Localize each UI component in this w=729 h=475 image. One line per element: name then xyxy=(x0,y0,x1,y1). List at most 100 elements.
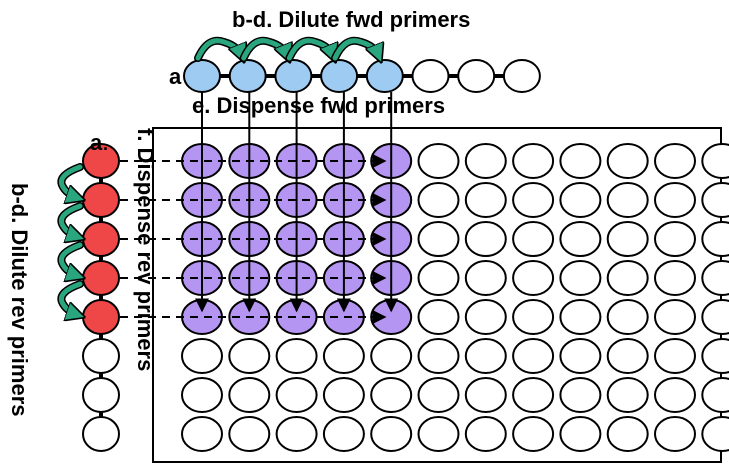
rev-dilution-arrow xyxy=(58,281,80,315)
well-empty xyxy=(559,299,602,335)
well-empty xyxy=(701,143,729,179)
well-empty xyxy=(654,182,696,218)
well-empty xyxy=(654,143,696,179)
rev-tube-strip xyxy=(82,143,120,452)
well-empty xyxy=(606,338,649,374)
well-empty xyxy=(606,377,649,413)
well-empty xyxy=(322,338,365,374)
well-empty xyxy=(370,377,413,413)
rev-dilution-arrow xyxy=(58,164,80,198)
well-empty xyxy=(606,299,649,335)
well-empty xyxy=(464,338,507,374)
rev-tube-filled xyxy=(82,260,120,296)
rev-tube-empty xyxy=(82,377,120,413)
well-empty xyxy=(417,377,460,413)
well-empty xyxy=(512,143,555,179)
rev-tube-empty xyxy=(82,416,120,452)
well-empty xyxy=(606,143,649,179)
well-empty xyxy=(654,221,696,257)
well-empty xyxy=(464,377,507,413)
well-empty xyxy=(322,416,365,452)
rev-tube-empty xyxy=(82,338,120,374)
rev-tube-filled xyxy=(82,143,120,179)
well-empty xyxy=(417,416,460,452)
well-empty xyxy=(417,143,460,179)
well-empty xyxy=(701,338,729,374)
well-empty xyxy=(370,338,413,374)
well-empty xyxy=(512,260,555,296)
well-empty xyxy=(559,221,602,257)
fwd-tube-empty xyxy=(411,59,450,93)
fwd-tube-empty xyxy=(502,59,541,93)
fwd-tube-empty xyxy=(457,59,496,93)
dispense-rev-label: f. Dispense rev primers xyxy=(133,128,158,371)
rev-dispense-lines xyxy=(120,154,387,324)
well-empty xyxy=(701,221,729,257)
well-empty xyxy=(464,260,507,296)
well-empty xyxy=(559,143,602,179)
well-empty xyxy=(701,260,729,296)
well-empty xyxy=(228,377,271,413)
rev-tube-filled xyxy=(82,299,120,335)
top-title: b-d. Dilute fwd primers xyxy=(232,7,470,32)
well-empty xyxy=(464,299,507,335)
fwd-tube-filled xyxy=(183,59,221,93)
well-empty xyxy=(512,221,555,257)
rev-tube-filled xyxy=(82,182,120,218)
well-empty xyxy=(701,416,729,452)
well-empty xyxy=(322,377,365,413)
well-empty xyxy=(654,299,696,335)
well-empty xyxy=(654,377,696,413)
fwd-dispense-lines xyxy=(195,92,399,313)
well-empty xyxy=(512,338,555,374)
well-empty xyxy=(654,260,696,296)
well-empty xyxy=(559,416,602,452)
fwd-tube-filled xyxy=(228,59,267,93)
rev-tube-filled xyxy=(82,221,120,257)
well-empty xyxy=(417,182,460,218)
well-empty xyxy=(606,416,649,452)
fwd-dilution-arrow xyxy=(286,38,333,58)
well-empty xyxy=(275,377,318,413)
well-empty xyxy=(512,299,555,335)
well-empty xyxy=(701,299,729,335)
well-empty xyxy=(464,221,507,257)
well-empty xyxy=(417,299,460,335)
fwd-dilution-arrow xyxy=(241,38,288,58)
fwd-dilution-arrow xyxy=(195,38,242,58)
well-empty xyxy=(464,182,507,218)
fwd-dilution-arrow xyxy=(332,38,379,58)
well-empty xyxy=(606,260,649,296)
well-empty xyxy=(559,182,602,218)
well-empty xyxy=(228,416,271,452)
well-empty xyxy=(512,182,555,218)
well-empty xyxy=(417,221,460,257)
plate-wells xyxy=(181,143,729,452)
well-empty xyxy=(464,143,507,179)
well-empty xyxy=(559,338,602,374)
well-empty xyxy=(701,182,729,218)
well-empty xyxy=(559,377,602,413)
well-empty xyxy=(512,377,555,413)
dispense-fwd-label: e. Dispense fwd primers xyxy=(192,93,445,118)
well-empty xyxy=(512,416,555,452)
well-empty xyxy=(181,416,223,452)
well-empty xyxy=(654,338,696,374)
rev-dilution-arrow xyxy=(58,203,80,237)
well-empty xyxy=(464,416,507,452)
well-empty xyxy=(606,221,649,257)
dilute-rev-label: b-d. Dilute rev primers xyxy=(7,183,32,417)
rev-dilution-arrow xyxy=(58,242,80,276)
rev-dilution-arrows xyxy=(57,163,80,315)
well-empty xyxy=(654,416,696,452)
fwd-dilution-arrows xyxy=(194,36,379,58)
well-empty xyxy=(606,182,649,218)
well-empty xyxy=(417,338,460,374)
well-empty xyxy=(275,338,318,374)
well-empty xyxy=(701,377,729,413)
fwd-tube-strip xyxy=(183,59,541,93)
fwd-tube-filled xyxy=(365,59,404,93)
well-empty xyxy=(228,338,271,374)
top-marker-a: a xyxy=(169,64,182,89)
